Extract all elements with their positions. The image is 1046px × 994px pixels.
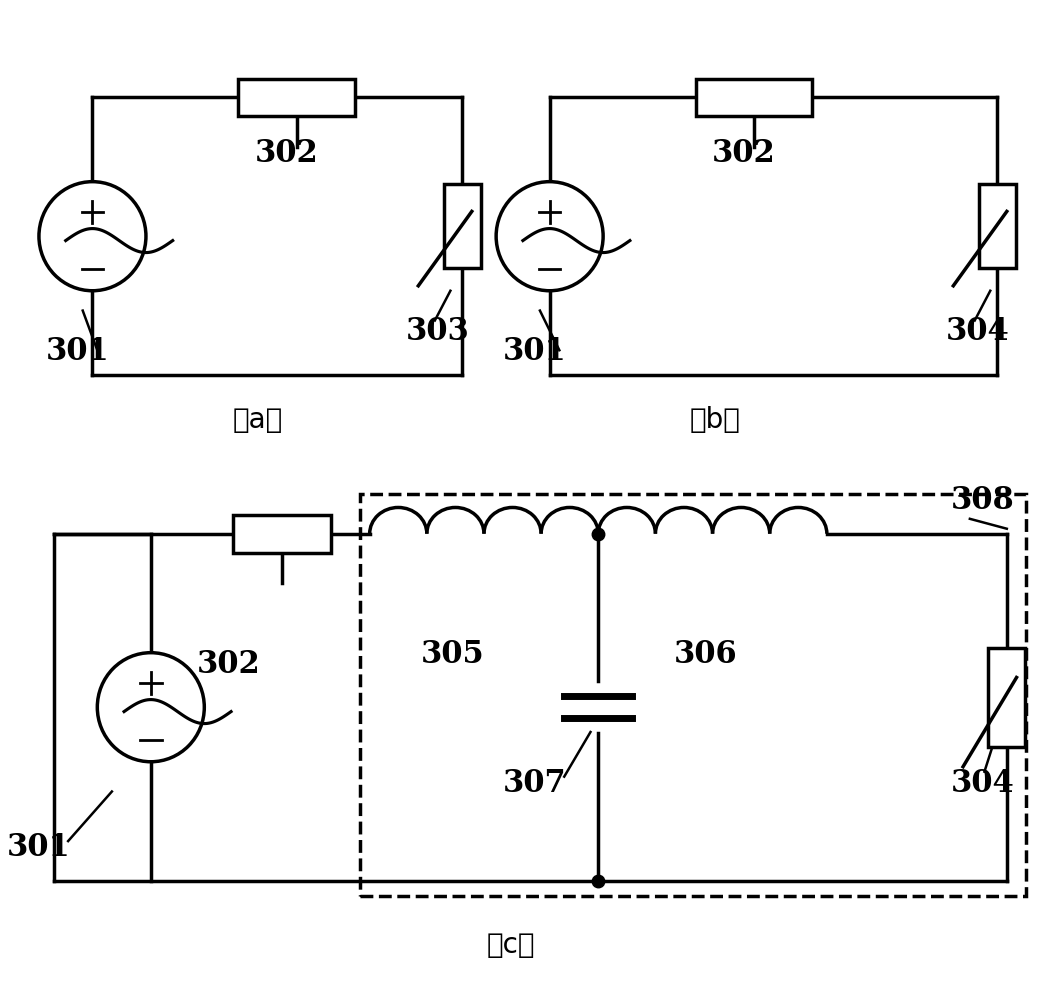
Text: 303: 303 xyxy=(406,316,470,347)
Bar xyxy=(696,79,813,116)
Text: 305: 305 xyxy=(420,638,484,670)
Text: （c）: （c） xyxy=(486,931,535,959)
Circle shape xyxy=(97,653,204,761)
Bar xyxy=(360,494,1026,896)
Text: 301: 301 xyxy=(503,336,567,367)
Text: 302: 302 xyxy=(197,648,260,680)
Text: 301: 301 xyxy=(46,336,110,367)
Text: 304: 304 xyxy=(951,767,1015,798)
Text: 302: 302 xyxy=(712,138,776,169)
Text: 302: 302 xyxy=(255,138,319,169)
Text: 306: 306 xyxy=(674,638,737,670)
Bar xyxy=(979,184,1016,268)
Text: 308: 308 xyxy=(951,485,1015,516)
Text: 301: 301 xyxy=(7,832,71,863)
Bar xyxy=(238,79,355,116)
Text: （b）: （b） xyxy=(689,406,741,433)
Text: （a）: （a） xyxy=(232,406,282,433)
Text: 307: 307 xyxy=(503,767,567,798)
Bar xyxy=(233,515,331,553)
Bar xyxy=(444,184,480,268)
Circle shape xyxy=(39,182,146,290)
Circle shape xyxy=(496,182,604,290)
Bar xyxy=(988,648,1025,746)
Text: 304: 304 xyxy=(946,316,1009,347)
